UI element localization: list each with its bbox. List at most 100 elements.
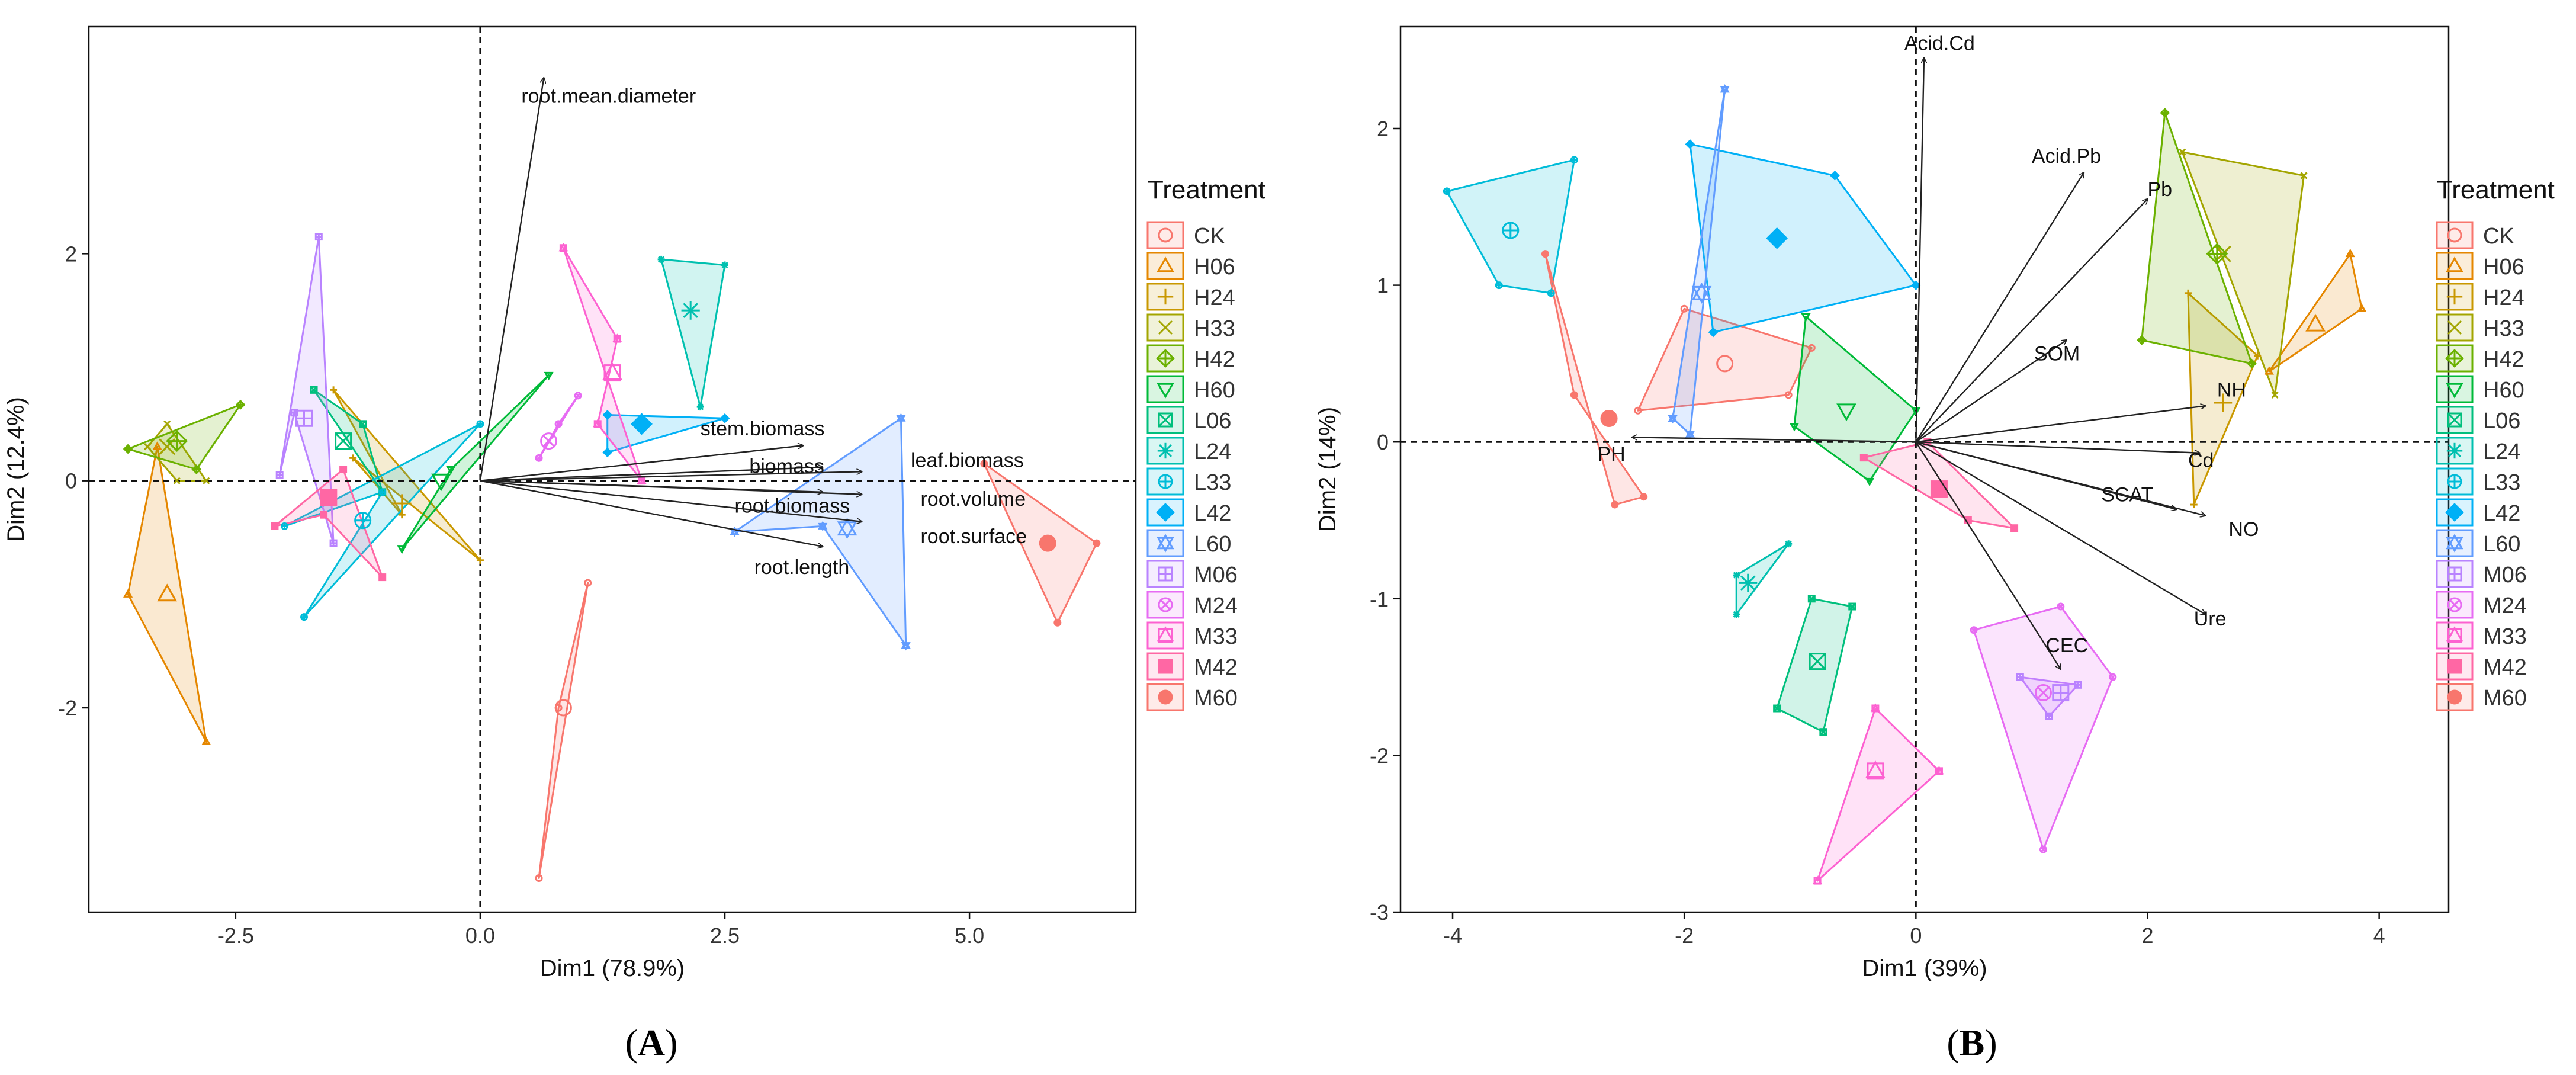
legend-symbol-h33 [2447, 320, 2462, 335]
centroid-h42-diamond [166, 430, 188, 452]
point-h06-triangle [2357, 303, 2367, 312]
legend-symbol-m24-circle [1158, 597, 1173, 612]
vector-label-root-mean-diameter: root.mean.diameter [521, 85, 696, 107]
point-l60-triangle [1720, 86, 1730, 95]
legend-symbol-l60 [2446, 534, 2463, 553]
point-h33 [203, 477, 210, 484]
point-h42-diamond [2247, 358, 2257, 369]
hull-ck [538, 582, 589, 879]
vector-label-ure: Ure [2194, 608, 2227, 630]
point-m42 [378, 573, 387, 582]
legend-label-l42: L42 [2483, 501, 2520, 526]
point-h42-diamond [191, 464, 202, 474]
point-h33-stroke [203, 477, 210, 484]
point-m42-square [378, 573, 387, 582]
centroid-h60-triangle [1836, 403, 1856, 422]
point-l06 [1807, 595, 1816, 603]
point-h60-triangle [1911, 407, 1921, 416]
point-l24 [1733, 572, 1740, 579]
point-l06-square [1848, 602, 1856, 611]
point-m33 [1934, 766, 1944, 775]
point-m60 [1640, 493, 1648, 501]
point-m33-triangle [1870, 703, 1880, 712]
centroid-m60 [1600, 410, 1618, 428]
legend-key-ck [1146, 221, 1184, 249]
y-tick-label-a: -2 [58, 696, 77, 720]
point-m60 [1570, 391, 1578, 399]
legend-symbol-h33-stroke [2447, 320, 2462, 335]
point-h33 [144, 443, 152, 451]
point-h33-stroke [163, 420, 171, 428]
point-m24-circle [2109, 673, 2117, 681]
centroid-m60-circle [1039, 534, 1056, 552]
point-h33-stroke [144, 443, 152, 451]
legend-symbol-l06 [1158, 412, 1173, 428]
legend-symbol-m60 [1158, 689, 1173, 705]
point-h60 [397, 545, 407, 554]
x-axis-title-a: Dim1 (78.9%) [540, 955, 685, 981]
point-l24 [696, 403, 704, 411]
point-l24-stroke [658, 256, 665, 263]
centroid-m24-circle [540, 432, 558, 450]
legend-symbol-l42-diamond [1156, 503, 1175, 522]
point-m24-stroke [555, 421, 561, 427]
legend-key-ck [2436, 221, 2474, 249]
hull-h42 [2141, 112, 2253, 365]
vector-cd [1916, 441, 2199, 453]
vector-root-surface [480, 480, 862, 522]
point-m33 [612, 333, 622, 343]
centroid-l42-diamond [631, 413, 653, 435]
legend-key-h60 [1146, 375, 1184, 403]
point-m33-triangle [558, 242, 568, 252]
point-h60-triangle [1801, 313, 1811, 322]
point-l60-triangle [896, 415, 906, 424]
centroid-l24-stroke [1740, 575, 1756, 591]
point-m06 [2045, 712, 2053, 720]
point-h33 [2271, 391, 2279, 399]
point-m06 [329, 539, 338, 547]
point-m24-circle [574, 392, 582, 400]
y-tick-label-a: 2 [65, 242, 77, 266]
legend-symbol-m60 [2447, 689, 2462, 705]
point-l06-square [1773, 704, 1781, 713]
point-h33-stroke [2300, 172, 2308, 179]
vector-label-acid-cd: Acid.Cd [1904, 33, 1975, 55]
legend-symbol-h33-stroke [1158, 320, 1173, 335]
point-m06 [2074, 681, 2082, 689]
legend-symbol-m60-circle [2447, 689, 2462, 705]
point-l60 [1685, 429, 1695, 439]
point-l24-stroke [721, 261, 728, 269]
legend-symbol-m33-triangle [2446, 626, 2463, 642]
point-h42-diamond [2160, 108, 2170, 118]
centroid-h42 [2206, 243, 2228, 265]
point-h42-diamond [235, 399, 246, 410]
y-tick-label-b: 1 [1377, 274, 1389, 298]
hull-l60 [734, 417, 907, 647]
legend-symbol-m24 [1158, 597, 1173, 612]
legend-symbol-h60 [2446, 383, 2463, 399]
centroid-l33 [1502, 222, 1520, 239]
point-m06 [314, 233, 323, 241]
legend-symbol-m33-triangle [1157, 626, 1174, 642]
point-l42-diamond [602, 410, 613, 420]
panel-b: Acid.Cd Acid.Pb Pb SOM NH Cd SCAT NO Ure CEC PH -4 -… [1315, 25, 2555, 1064]
plot-frame-a [88, 25, 1137, 913]
centroid-h60-triangle [431, 473, 451, 492]
point-h06 [2264, 366, 2274, 375]
point-m33 [593, 419, 603, 428]
vector-label-root-surface: root.surface [920, 525, 1027, 548]
point-m42-square [271, 522, 279, 530]
point-l42 [1708, 327, 1719, 338]
point-l06-square [359, 420, 367, 428]
point-l33 [1443, 187, 1451, 195]
point-l42-diamond [1910, 280, 1921, 290]
point-m06 [2016, 673, 2024, 681]
point-m24 [2057, 602, 2065, 611]
vector-biomass [480, 467, 823, 482]
legend-label-l33: L33 [1194, 470, 1231, 495]
centroid-l42 [1766, 227, 1788, 249]
legend-label-l24: L24 [1194, 439, 1231, 464]
legend-symbol-l24 [2446, 442, 2463, 459]
legend-label-l06: L06 [2483, 409, 2520, 434]
